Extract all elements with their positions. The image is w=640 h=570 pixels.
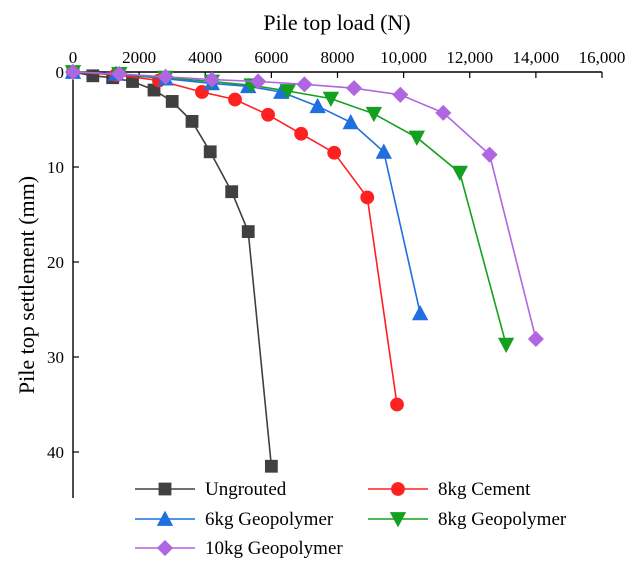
data-point bbox=[360, 190, 375, 205]
legend-marker bbox=[156, 539, 174, 557]
data-point bbox=[392, 86, 409, 103]
data-point bbox=[497, 337, 515, 353]
data-point bbox=[375, 143, 392, 159]
legend-marker bbox=[158, 482, 172, 496]
y-axis-ticks: 0 10 20 30 40 bbox=[47, 63, 79, 462]
data-point bbox=[481, 146, 498, 163]
data-point bbox=[327, 145, 342, 160]
x-tick-label: 6000 bbox=[254, 48, 288, 67]
legend-item: 8kg Cement bbox=[368, 479, 531, 500]
x-tick-label: 16,000 bbox=[579, 48, 626, 67]
data-point bbox=[365, 106, 383, 123]
legend-item: 6kg Geopolymer bbox=[135, 509, 334, 530]
x-tick-label: 4000 bbox=[188, 48, 222, 67]
data-point bbox=[203, 145, 217, 159]
series-line bbox=[72, 71, 273, 467]
series-layer bbox=[64, 63, 544, 473]
legend-item: 8kg Geopolymer bbox=[368, 509, 567, 530]
data-point bbox=[203, 71, 220, 88]
data-point bbox=[111, 65, 128, 82]
legend: Ungrouted 8kg Cement 6kg Geopolymer 8kg Geo… bbox=[135, 479, 567, 559]
data-point bbox=[86, 69, 100, 83]
data-point bbox=[279, 84, 297, 100]
data-point bbox=[408, 130, 426, 146]
y-tick-label: 20 bbox=[47, 253, 64, 272]
legend-label: 8kg Cement bbox=[438, 479, 531, 500]
legend-item: Ungrouted bbox=[135, 479, 287, 500]
series-line bbox=[72, 71, 398, 405]
data-point bbox=[527, 330, 544, 348]
legend-label: 6kg Geopolymer bbox=[205, 509, 334, 530]
y-axis-title: Pile top settlement (mm) bbox=[14, 176, 39, 394]
data-point bbox=[390, 397, 404, 412]
series-ungrouted bbox=[66, 65, 278, 473]
legend-label: 8kg Geopolymer bbox=[438, 509, 567, 530]
legend-marker bbox=[391, 482, 405, 496]
x-axis-ticks: 0 2000 4000 6000 8000 10,000 12,000 14,000 16,00… bbox=[69, 48, 626, 78]
data-point bbox=[241, 225, 255, 239]
series-10kg-geopolymer bbox=[64, 63, 544, 348]
series-8kg-cement bbox=[66, 65, 404, 412]
y-tick-label: 10 bbox=[47, 158, 64, 177]
data-point bbox=[225, 185, 239, 199]
legend-marker bbox=[156, 510, 174, 526]
y-tick-label: 0 bbox=[56, 63, 65, 82]
data-point bbox=[64, 63, 82, 81]
data-point bbox=[296, 76, 313, 93]
data-point bbox=[309, 97, 326, 114]
x-tick-label: 12,000 bbox=[446, 48, 493, 67]
legend-label: 10kg Geopolymer bbox=[205, 538, 343, 559]
data-point bbox=[165, 95, 179, 108]
x-tick-label: 10,000 bbox=[380, 48, 427, 67]
x-tick-label: 8000 bbox=[321, 48, 355, 67]
legend-label: Ungrouted bbox=[205, 479, 287, 500]
x-tick-label: 2000 bbox=[122, 48, 156, 67]
data-point bbox=[185, 115, 199, 128]
x-tick-label: 0 bbox=[69, 48, 78, 67]
data-point bbox=[322, 91, 340, 107]
data-point bbox=[157, 68, 174, 85]
data-point bbox=[294, 126, 309, 141]
data-point bbox=[342, 114, 359, 130]
data-point bbox=[435, 104, 452, 121]
data-point bbox=[264, 459, 278, 473]
x-axis-title: Pile top load (N) bbox=[263, 10, 410, 35]
data-point bbox=[261, 107, 275, 122]
x-tick-label: 14,000 bbox=[513, 48, 560, 67]
data-point bbox=[411, 304, 429, 321]
data-point bbox=[250, 73, 267, 90]
legend-item: 10kg Geopolymer bbox=[135, 538, 343, 559]
series-6kg-geopolymer bbox=[64, 63, 429, 321]
legend-marker bbox=[389, 512, 407, 528]
data-point bbox=[345, 80, 363, 97]
data-point bbox=[228, 92, 242, 107]
y-tick-label: 30 bbox=[47, 348, 64, 367]
series-line bbox=[72, 71, 537, 340]
data-point bbox=[451, 165, 468, 182]
y-tick-label: 40 bbox=[47, 443, 64, 462]
